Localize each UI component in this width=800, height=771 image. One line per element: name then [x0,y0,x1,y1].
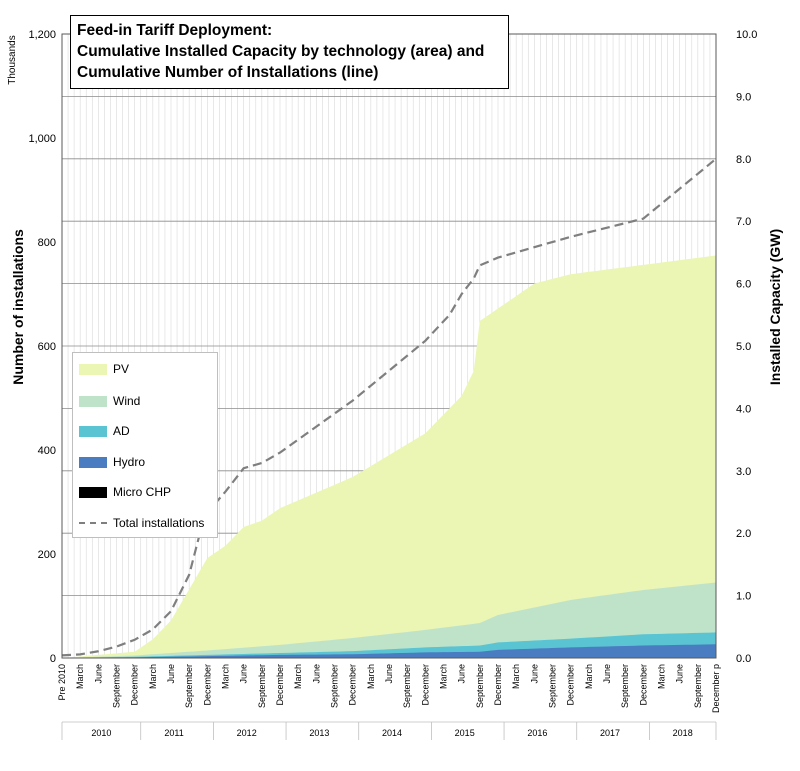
legend-swatch-wind [79,395,107,407]
legend-item-wind: Wind [79,393,140,409]
chart-title-line-2: Cumulative Installed Capacity by technol… [77,43,485,60]
x-month-label: December [638,664,648,706]
legend-item-total-installations: Total installations [79,515,204,531]
left-tick-label: 1,000 [28,133,56,145]
x-month-label: December [202,664,212,706]
x-year-label: 2016 [527,728,547,738]
legend-label-wind: Wind [113,394,141,408]
left-tick-label: 0 [50,653,56,665]
x-year-label: 2018 [673,728,693,738]
x-month-label: March [657,664,667,689]
right-tick-label: 9.0 [736,91,751,103]
x-month-label: June [602,664,612,684]
x-month-label: June [384,664,394,684]
x-month-label: December p [711,664,721,713]
chart-title-box: Feed-in Tariff Deployment: Cumulative In… [70,15,509,89]
legend-swatch-ad [79,425,107,437]
right-tick-label: 10.0 [736,29,757,41]
x-month-label: September [257,664,267,708]
left-tick-label: 200 [38,549,56,561]
legend-swatch-micro-chp [79,486,107,498]
legend-line-total-installations [79,522,107,524]
legend-item-hydro: Hydro [79,454,145,470]
x-month-label: June [311,664,321,684]
right-tick-label: 5.0 [736,341,751,353]
x-month-label: Pre 2010 [57,664,67,701]
right-tick-label: 1.0 [736,591,751,603]
left-tick-label: 600 [38,341,56,353]
x-month-label: March [439,664,449,689]
line-series-total-installations [61,157,717,657]
x-year-label: 2014 [382,728,402,738]
x-month-label: June [93,664,103,684]
right-tick-label: 4.0 [736,403,751,415]
legend-label-total-installations: Total installations [113,516,205,530]
area-series-hydro [62,644,716,658]
x-year-label: 2013 [309,728,329,738]
x-month-label: December [493,664,503,706]
x-month-label: March [584,664,594,689]
tick-layer: 0 200 400 600 800 1,000 1,200 0.0 1.0 2.0 3.0 4.0 5.… [28,29,757,740]
x-month-label: September [184,664,194,708]
x-month-label: June [239,664,249,684]
right-tick-label: 6.0 [736,279,751,291]
line-layer [61,157,717,657]
x-month-label: June [166,664,176,684]
left-axis-title: Number of installations [10,229,26,385]
legend-label-hydro: Hydro [113,455,146,469]
legend-item-micro-chp: Micro CHP [79,484,171,500]
x-month-label: September [620,664,630,708]
x-month-label: March [148,664,158,689]
x-month-label: December [348,664,358,706]
x-month-label: September [402,664,412,708]
left-tick-label: 1,200 [28,29,56,41]
right-axis-title: Installed Capacity (GW) [767,229,783,385]
x-month-label: June [675,664,685,684]
x-month-label: March [221,664,231,689]
legend-swatch-pv [79,363,107,375]
chart-title-line-1: Feed-in Tariff Deployment: [77,22,273,39]
legend-label-pv: PV [113,362,130,376]
x-month-label: March [75,664,85,689]
x-month-label: September [475,664,485,708]
area-layer [62,255,716,658]
chart-title-line-3: Cumulative Number of Installations (line… [77,64,379,81]
x-month-label: March [511,664,521,689]
left-tick-label: 800 [38,237,56,249]
x-month-label: March [293,664,303,689]
chart-legend: PV Wind AD Hydro Micro CHP Total install… [72,352,218,538]
x-year-label: 2015 [455,728,475,738]
x-year-label: 2017 [600,728,620,738]
x-month-label: December [130,664,140,706]
x-month-label: September [693,664,703,708]
x-month-label: December [420,664,430,706]
x-month-label: September [330,664,340,708]
x-month-label: June [457,664,467,684]
legend-item-ad: AD [79,423,130,439]
x-month-label: December [275,664,285,706]
legend-label-ad: AD [113,424,130,438]
x-month-label: September [548,664,558,708]
area-series-wind [62,582,716,658]
left-tick-label: 400 [38,445,56,457]
x-year-label: 2012 [237,728,257,738]
legend-item-pv: PV [79,361,129,377]
x-month-label: March [366,664,376,689]
x-month-label: June [529,664,539,684]
x-year-label: 2010 [91,728,111,738]
right-tick-label: 3.0 [736,466,751,478]
right-tick-label: 8.0 [736,154,751,166]
right-tick-label: 0.0 [736,653,751,665]
x-month-label: December [566,664,576,706]
legend-swatch-hydro [79,456,107,468]
x-month-label: September [112,664,122,708]
legend-label-micro-chp: Micro CHP [113,485,172,499]
left-axis-unit: Thousands [7,35,18,84]
right-tick-label: 2.0 [736,528,751,540]
right-tick-label: 7.0 [736,216,751,228]
area-series-pv [62,255,716,658]
x-year-label: 2011 [164,728,183,738]
